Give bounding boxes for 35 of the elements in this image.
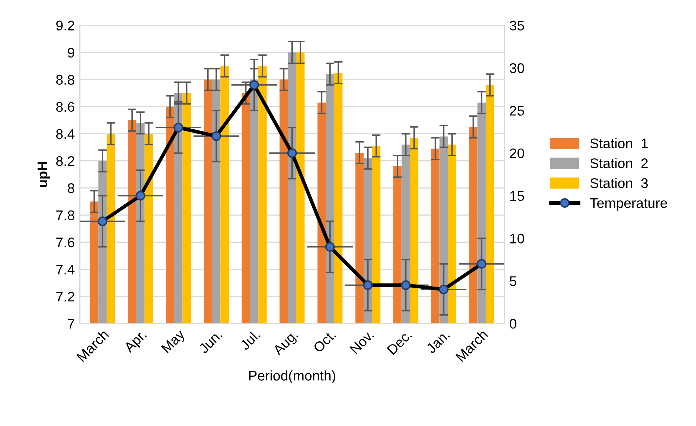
x-tick-label: May bbox=[161, 329, 188, 356]
legend-label: Station 3 bbox=[590, 178, 648, 188]
y-tick-label: 7 bbox=[68, 319, 74, 329]
x-tick-label: Jan. bbox=[426, 330, 450, 354]
y-tick-label: 8 bbox=[68, 184, 75, 194]
y-tick-label: 7.6 bbox=[56, 238, 75, 248]
x-tick-label: Nov. bbox=[350, 330, 374, 354]
y-tick-label: 8.6 bbox=[56, 102, 75, 112]
y-tick-label: 7.2 bbox=[56, 292, 74, 302]
legend-label: Station 1 bbox=[590, 138, 648, 149]
x-axis-title: Period(month) bbox=[249, 370, 336, 384]
x-tick-label: Jun. bbox=[198, 330, 223, 354]
y-tick-label: 9 bbox=[68, 48, 75, 58]
y2-tick-label: 15 bbox=[510, 191, 524, 202]
y2-tick-label: 30 bbox=[510, 63, 524, 74]
legend-label: Temperature bbox=[590, 198, 668, 211]
x-tick-label: Apr. bbox=[124, 330, 149, 356]
y2-tick-label: 25 bbox=[510, 106, 524, 116]
y-tick-label: 7.4 bbox=[56, 265, 75, 275]
x-tick-label: Aug. bbox=[272, 330, 301, 358]
y-tick-label: 9.2 bbox=[56, 20, 74, 31]
x-tick-label: Dec. bbox=[387, 330, 412, 356]
legend-label: Station 2 bbox=[590, 158, 648, 168]
y-axis-title: upH bbox=[38, 162, 50, 188]
y2-tick-label: 10 bbox=[510, 234, 524, 244]
y2-tick-label: 5 bbox=[510, 276, 517, 286]
y-tick-label: 8.2 bbox=[56, 156, 74, 166]
y-tick-label: 8.8 bbox=[56, 75, 75, 85]
x-tick-label: Oct. bbox=[312, 330, 337, 354]
x-tick-label: Jul. bbox=[239, 330, 261, 351]
y-tick-label: 8.4 bbox=[56, 129, 75, 140]
y-tick-label: 7.8 bbox=[56, 210, 75, 220]
y2-tick-label: 20 bbox=[510, 148, 524, 159]
y2-tick-label: 35 bbox=[510, 20, 524, 31]
y2-tick-label: 0 bbox=[510, 319, 517, 329]
